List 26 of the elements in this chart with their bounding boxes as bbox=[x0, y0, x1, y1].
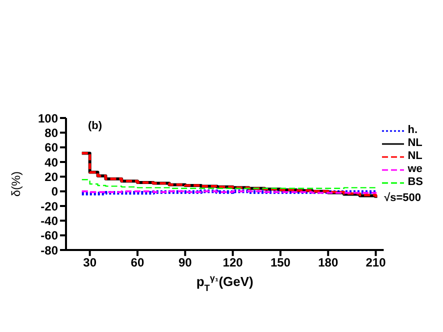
x-tick-label: 150 bbox=[270, 256, 291, 270]
text: √s=500 bbox=[384, 192, 421, 204]
y-tick-label: 20 bbox=[44, 170, 58, 184]
legend-label: h. bbox=[408, 124, 418, 137]
y-tick-label: -60 bbox=[40, 228, 58, 243]
y-tick-label: -80 bbox=[40, 243, 58, 258]
x-tick-label: 210 bbox=[366, 256, 386, 270]
y-tick-label: 60 bbox=[44, 140, 58, 155]
x-tick-label: 180 bbox=[318, 256, 338, 270]
legend-label: we bbox=[408, 163, 422, 176]
x-tick-label: 60 bbox=[130, 256, 144, 270]
y-axis-title: δ(%) bbox=[9, 171, 23, 197]
x-tick-label: 120 bbox=[222, 256, 244, 270]
y-tick-label: -20 bbox=[40, 199, 58, 214]
x-axis-title: p$_{T}$$^{γ₁}$(GeV) bbox=[196, 273, 254, 293]
legend-label: NL bbox=[408, 150, 422, 163]
x-tick-label: 30 bbox=[83, 256, 97, 270]
x-tick-label: 90 bbox=[178, 256, 192, 270]
y-tick-label: -40 bbox=[40, 214, 58, 228]
legend-label: NL bbox=[408, 137, 422, 150]
y-tick-label: 0 bbox=[51, 184, 58, 199]
annotation: (b) bbox=[88, 120, 102, 132]
y-tick-label: 80 bbox=[44, 126, 58, 140]
y-tick-label: 100 bbox=[38, 111, 58, 126]
legend-label: BS bbox=[408, 176, 423, 189]
y-tick-label: 40 bbox=[44, 155, 58, 170]
